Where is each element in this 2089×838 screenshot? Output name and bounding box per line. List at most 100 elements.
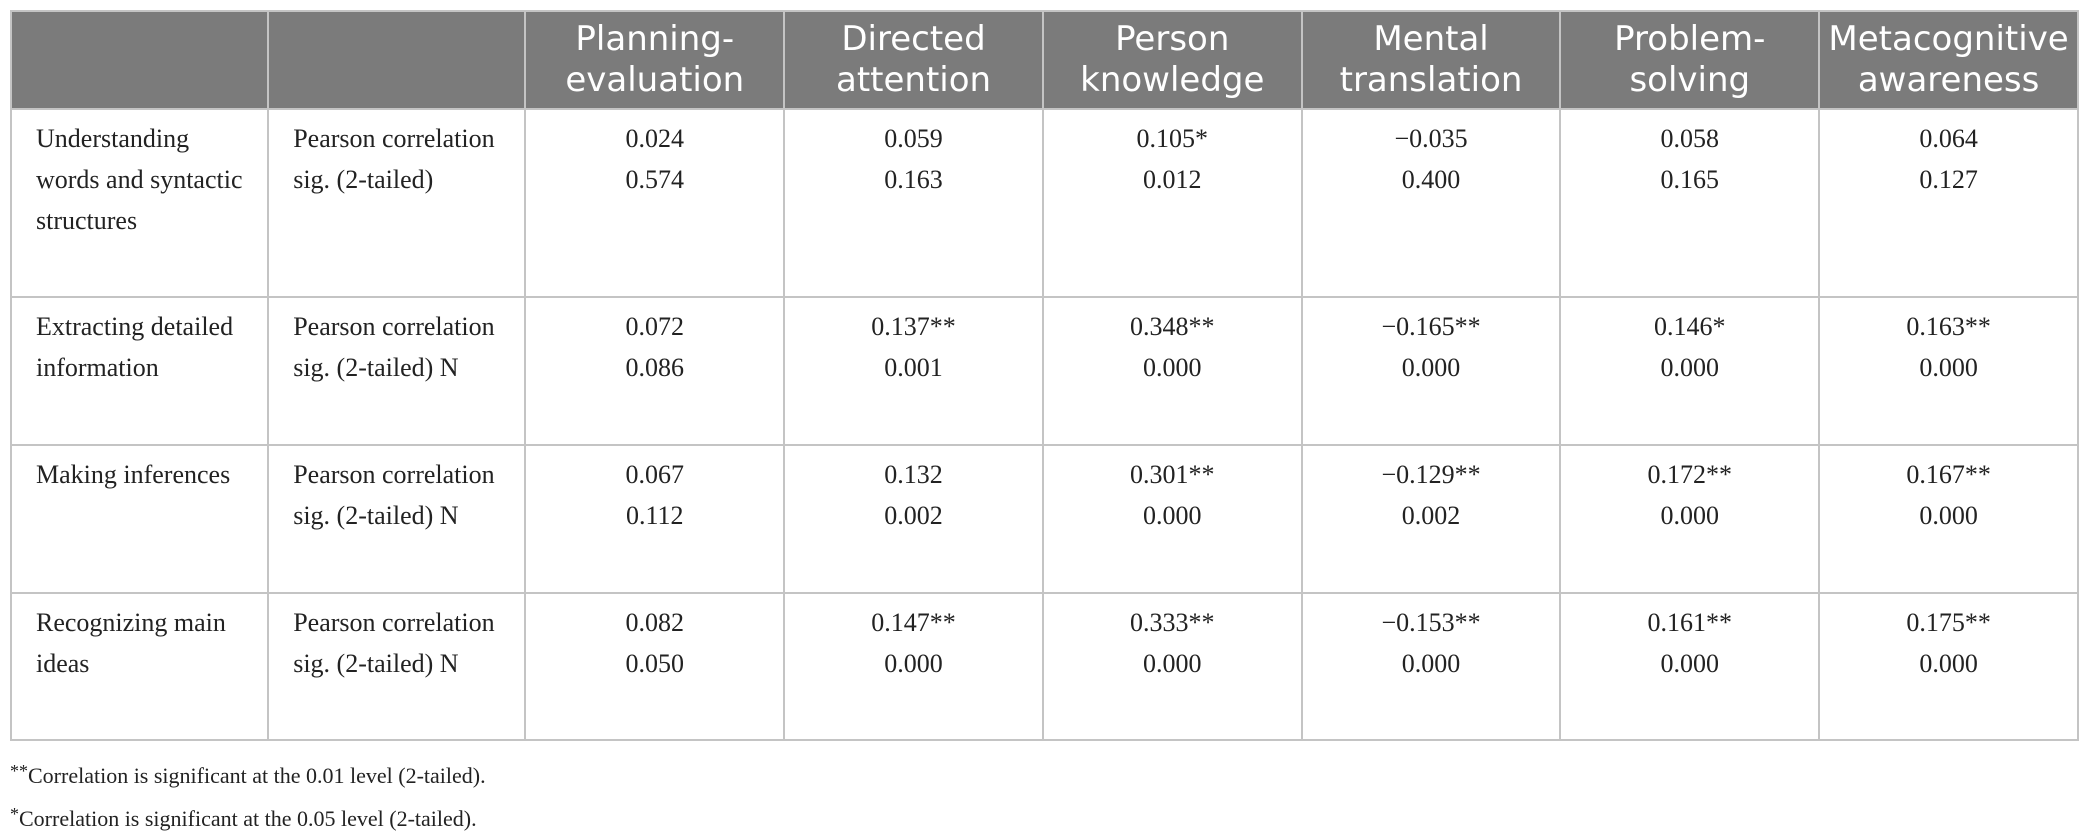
- significance-value: 0.000: [1143, 501, 1202, 530]
- value-cell: 0.067 0.112: [524, 444, 786, 594]
- value-cell: 0.163** 0.000: [1818, 296, 2079, 446]
- correlation-value: 0.132: [884, 460, 943, 489]
- significance-value: 0.000: [1143, 353, 1202, 382]
- stat-label: Pearson correlation sig. (2-tailed) N: [267, 296, 527, 446]
- value-cell: −0.165** 0.000: [1300, 296, 1562, 446]
- value-cell: 0.147** 0.000: [783, 592, 1044, 741]
- correlation-value: 0.163**: [1906, 312, 1991, 341]
- value-cell: 0.333** 0.000: [1041, 592, 1303, 741]
- correlation-value: 0.161**: [1647, 608, 1733, 637]
- row-label: Extracting detailed information: [9, 296, 270, 446]
- header-row: Planning-evaluation Directed attention P…: [9, 10, 2079, 110]
- table-row: Recognizing main ideas Pearson correlati…: [9, 592, 2079, 741]
- value-cell: 0.137** 0.001: [783, 296, 1044, 446]
- correlation-value: 0.333**: [1130, 608, 1215, 637]
- correlation-value: 0.167**: [1906, 460, 1991, 489]
- value-cell: −0.035 0.400: [1300, 108, 1562, 298]
- correlation-value: 0.301**: [1130, 460, 1215, 489]
- value-cell: 0.072 0.086: [524, 296, 786, 446]
- correlation-value: 0.067: [625, 460, 685, 489]
- significance-value: 0.127: [1919, 165, 1978, 194]
- significance-value: 0.163: [884, 165, 943, 194]
- correlation-value: 0.105*: [1136, 124, 1209, 153]
- correlation-value: 0.024: [625, 124, 685, 153]
- significance-value: 0.002: [1401, 501, 1461, 530]
- correlation-value: 0.147**: [871, 608, 956, 637]
- footnote: **Correlation is significant at the 0.01…: [10, 752, 486, 795]
- header-planning-evaluation: Planning-evaluation: [524, 10, 786, 110]
- header-problem-solving: Problem-solving: [1559, 10, 1821, 110]
- correlation-value: −0.165**: [1381, 312, 1481, 341]
- correlation-value: −0.153**: [1381, 608, 1481, 637]
- header-metacognitive-awareness: Metacognitive awareness: [1818, 10, 2079, 110]
- significance-value: 0.574: [625, 165, 685, 194]
- row-label: Recognizing main ideas: [9, 592, 270, 741]
- stat-label: Pearson correlation sig. (2-tailed) N: [267, 592, 527, 741]
- value-cell: −0.153** 0.000: [1300, 592, 1562, 741]
- header-cell-blank-1: [9, 10, 270, 110]
- correlation-value: 0.348**: [1130, 312, 1215, 341]
- significance-value: 0.000: [1919, 353, 1978, 382]
- correlation-value: 0.072: [625, 312, 685, 341]
- value-cell: −0.129** 0.002: [1300, 444, 1562, 594]
- header-mental-translation: Mental translation: [1300, 10, 1562, 110]
- value-cell: 0.024 0.574: [524, 108, 786, 298]
- value-cell: 0.058 0.165: [1559, 108, 1821, 298]
- header-directed-attention: Directed attention: [783, 10, 1044, 110]
- footnote: *Correlation is significant at the 0.05 …: [10, 795, 486, 838]
- significance-value: 0.400: [1401, 165, 1461, 194]
- correlation-table: Planning-evaluation Directed attention P…: [9, 10, 2079, 741]
- value-cell: 0.172** 0.000: [1559, 444, 1821, 594]
- significance-value: 0.000: [1660, 501, 1720, 530]
- significance-value: 0.000: [884, 649, 943, 678]
- value-cell: 0.161** 0.000: [1559, 592, 1821, 741]
- significance-value: 0.000: [1401, 353, 1461, 382]
- table-row: Extracting detailed information Pearson …: [9, 296, 2079, 446]
- header-cell-blank-2: [267, 10, 527, 110]
- significance-value: 0.001: [884, 353, 943, 382]
- row-label: Making inferences: [9, 444, 270, 594]
- value-cell: 0.064 0.127: [1818, 108, 2079, 298]
- significance-value: 0.012: [1143, 165, 1202, 194]
- significance-value: 0.000: [1660, 649, 1720, 678]
- significance-value: 0.112: [626, 501, 684, 530]
- footnote-mark: *: [10, 804, 19, 824]
- footnote-text: Correlation is significant at the 0.01 l…: [28, 763, 486, 788]
- correlation-value: 0.058: [1660, 124, 1720, 153]
- value-cell: 0.146* 0.000: [1559, 296, 1821, 446]
- significance-value: 0.050: [625, 649, 685, 678]
- value-cell: 0.105* 0.012: [1041, 108, 1303, 298]
- value-cell: 0.082 0.050: [524, 592, 786, 741]
- value-cell: 0.175** 0.000: [1818, 592, 2079, 741]
- correlation-value: −0.129**: [1381, 460, 1481, 489]
- footnote-mark: **: [10, 761, 28, 781]
- correlation-value: 0.064: [1919, 124, 1978, 153]
- correlation-value: 0.137**: [871, 312, 956, 341]
- value-cell: 0.059 0.163: [783, 108, 1044, 298]
- correlation-value: 0.082: [625, 608, 685, 637]
- correlation-value: 0.172**: [1647, 460, 1733, 489]
- row-label: Understanding words and syntactic struct…: [9, 108, 270, 298]
- stat-label: Pearson correlation sig. (2-tailed) N: [267, 444, 527, 594]
- significance-value: 0.000: [1143, 649, 1202, 678]
- correlation-value: 0.175**: [1906, 608, 1991, 637]
- value-cell: 0.132 0.002: [783, 444, 1044, 594]
- significance-value: 0.000: [1919, 649, 1978, 678]
- correlation-value: 0.059: [884, 124, 943, 153]
- header-person-knowledge: Person knowledge: [1041, 10, 1303, 110]
- table-row: Making inferences Pearson correlation si…: [9, 444, 2079, 594]
- significance-value: 0.086: [625, 353, 685, 382]
- correlation-value: 0.146*: [1654, 312, 1726, 341]
- significance-value: 0.002: [884, 501, 943, 530]
- value-cell: 0.348** 0.000: [1041, 296, 1303, 446]
- correlation-value: −0.035: [1394, 124, 1468, 153]
- value-cell: 0.301** 0.000: [1041, 444, 1303, 594]
- significance-value: 0.000: [1660, 353, 1720, 382]
- footnote-text: Correlation is significant at the 0.05 l…: [19, 806, 477, 831]
- significance-value: 0.000: [1401, 649, 1461, 678]
- value-cell: 0.167** 0.000: [1818, 444, 2079, 594]
- significance-value: 0.000: [1919, 501, 1978, 530]
- table-row: Understanding words and syntactic struct…: [9, 108, 2079, 298]
- significance-value: 0.165: [1660, 165, 1720, 194]
- table-footnotes: **Correlation is significant at the 0.01…: [10, 752, 486, 838]
